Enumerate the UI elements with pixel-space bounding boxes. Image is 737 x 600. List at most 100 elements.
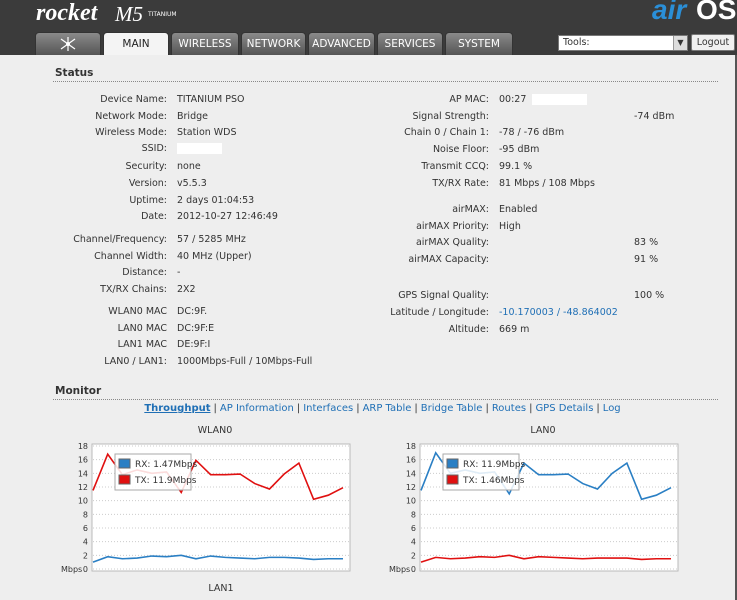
tools-select[interactable]: Tools: ▼	[558, 35, 688, 51]
monitor-link[interactable]: Interfaces	[303, 403, 354, 414]
field-value: Bridge	[177, 111, 208, 122]
field-label: Chain 0 / Chain 1:	[404, 127, 489, 138]
field-label: Transmit CCQ:	[421, 161, 489, 172]
divider	[53, 81, 718, 82]
field-value: 99.1 %	[499, 161, 533, 172]
field-value: 81 Mbps / 108 Mbps	[499, 178, 595, 189]
field-label: airMAX Capacity:	[408, 254, 489, 265]
y-tick-label: 4	[411, 538, 416, 547]
field-label: Latitude / Longitude:	[390, 307, 489, 318]
field-label: Noise Floor:	[432, 144, 489, 155]
field-label: TX/RX Chains:	[100, 284, 167, 295]
field-value: DC:9F.	[177, 306, 208, 317]
y-tick-label: 16	[406, 456, 416, 465]
field-label: Security:	[125, 161, 167, 172]
tools-label: Tools:	[563, 37, 590, 48]
charts: WLAN0 0 2 4 6 8 10 12 14 16 18 Mbps RX: 1.47Mbps TX: …	[61, 425, 679, 594]
separator: |	[485, 403, 489, 414]
field-value: 2012-10-27 12:46:49	[177, 211, 278, 222]
field-value: 91 %	[634, 254, 659, 265]
y-tick-label: 14	[406, 469, 416, 478]
field-value: 57 / 5285 MHz	[177, 234, 246, 245]
separator: |	[529, 403, 533, 414]
monitor-link[interactable]: AP Information	[219, 403, 294, 414]
field-value: 2 days 01:04:53	[177, 195, 255, 206]
field-label: airMAX:	[452, 204, 489, 215]
legend-swatch	[118, 474, 131, 485]
field-value: -78 / -76 dBm	[499, 127, 565, 138]
chart-title: WLAN0	[198, 425, 233, 436]
field-label: Version:	[128, 178, 167, 189]
y-unit: Mbps	[61, 565, 82, 574]
field-label: LAN0 MAC	[117, 323, 167, 334]
edge	[735, 55, 737, 600]
field-label: LAN1 MAC	[117, 339, 167, 350]
field-label: GPS Signal Quality:	[398, 290, 489, 301]
tab[interactable]: NETWORK	[241, 32, 306, 55]
chart-title: LAN1	[208, 583, 233, 594]
y-tick-label: 10	[78, 497, 88, 506]
field-value: -	[177, 267, 181, 278]
y-tick-label: 6	[83, 524, 88, 533]
field-label: Altitude:	[448, 324, 489, 335]
field-value: 40 MHz (Upper)	[177, 251, 252, 262]
field-value: Enabled	[499, 204, 538, 215]
y-tick-label: 14	[78, 469, 88, 478]
monitor-link[interactable]: GPS Details	[535, 403, 594, 414]
y-tick-label: 2	[83, 551, 88, 560]
y-tick-label: 0	[411, 565, 416, 574]
field-label: SSID:	[141, 143, 167, 154]
tab[interactable]: SERVICES	[377, 32, 443, 55]
field-value: v5.5.3	[177, 178, 207, 189]
y-tick-label: 8	[83, 510, 88, 519]
field-value: 83 %	[634, 237, 659, 248]
monitor-title: Monitor	[55, 385, 102, 397]
field-label: Distance:	[122, 267, 167, 278]
monitor-link[interactable]: Log	[602, 403, 621, 414]
status-title: Status	[55, 67, 94, 79]
legend-swatch	[446, 458, 459, 469]
field-value: Station WDS	[177, 127, 237, 138]
field-value: -74 dBm	[634, 111, 675, 122]
logout-button[interactable]: Logout	[691, 34, 735, 51]
y-tick-label: 18	[78, 442, 88, 451]
field-value: 100 %	[634, 290, 665, 301]
y-tick-label: 18	[406, 442, 416, 451]
y-tick-label: 8	[411, 510, 416, 519]
tab[interactable]: ADVANCED	[308, 32, 375, 55]
brand-air: air	[652, 0, 687, 25]
divider	[53, 399, 718, 400]
field-label: airMAX Priority:	[416, 221, 489, 232]
monitor-link[interactable]: Throughput	[144, 403, 211, 414]
logo-model: M5	[115, 2, 143, 26]
chart-title: LAN0	[530, 425, 555, 436]
legend-label: RX: 11.9Mbps	[463, 460, 526, 470]
field-label: Wireless Mode:	[95, 127, 167, 138]
monitor-link[interactable]: Routes	[491, 403, 527, 414]
y-tick-label: 4	[83, 538, 88, 547]
tab[interactable]: WIRELESS	[171, 32, 239, 55]
home-tab[interactable]	[35, 32, 101, 55]
legend-label: TX: 11.9Mbps	[134, 476, 197, 486]
separator: |	[596, 403, 600, 414]
y-unit: Mbps	[389, 565, 410, 574]
legend-swatch	[118, 458, 131, 469]
series-line	[92, 554, 343, 563]
field-label: Uptime:	[129, 195, 167, 206]
monitor-link[interactable]: Bridge Table	[420, 403, 483, 414]
y-tick-label: 0	[83, 565, 88, 574]
field-label: airMAX Quality:	[415, 237, 489, 248]
dropdown-arrow: ▼	[673, 36, 687, 50]
field-label: Device Name:	[100, 94, 167, 105]
tab[interactable]: MAIN	[103, 32, 169, 55]
monitor-link[interactable]: ARP Table	[362, 403, 412, 414]
field-value: High	[499, 221, 521, 232]
tab[interactable]: SYSTEM	[445, 32, 513, 55]
field-value[interactable]: -10.170003 / -48.864002	[499, 307, 618, 318]
legend-label: TX: 1.46Mbps	[462, 476, 525, 486]
field-label: Network Mode:	[95, 111, 167, 122]
field-value: 1000Mbps-Full / 10Mbps-Full	[177, 356, 313, 367]
field-label: TX/RX Rate:	[432, 178, 489, 189]
antenna-icon	[60, 37, 76, 51]
